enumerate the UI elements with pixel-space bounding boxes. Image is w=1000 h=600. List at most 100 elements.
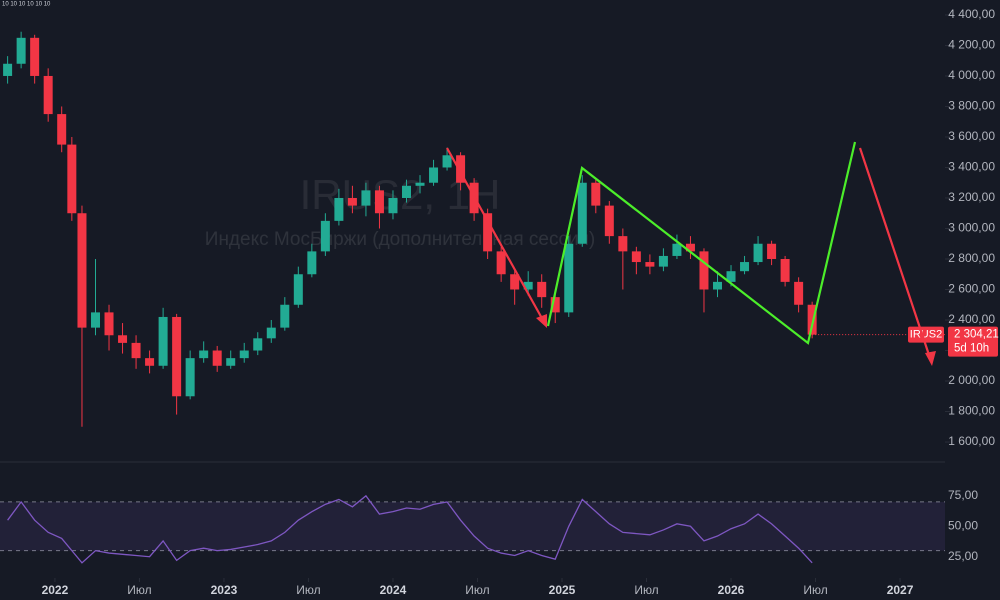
y-tick-label: 3 800,00 <box>948 99 995 113</box>
x-tick-label: 2022 <box>42 583 69 597</box>
x-tick-label: 2026 <box>718 583 745 597</box>
candle-body <box>537 281 547 298</box>
candle-body <box>753 243 763 263</box>
rsi-tick-label: 25,00 <box>948 549 978 563</box>
candle-body <box>172 316 182 397</box>
candle-body <box>631 251 641 263</box>
candle-body <box>740 262 750 272</box>
x-tick-label: Июл <box>803 583 827 597</box>
candle-body <box>374 190 384 214</box>
candle-body <box>523 281 533 290</box>
countdown: 5d 10h <box>954 343 989 355</box>
x-tick-label: 2023 <box>211 583 238 597</box>
candle-body <box>334 197 344 221</box>
rsi-band <box>0 501 945 551</box>
candle-body <box>43 75 53 115</box>
rsi-tick-label: 75,00 <box>948 488 978 502</box>
candle-body <box>415 182 425 186</box>
candle-body <box>807 304 817 335</box>
candle-body <box>604 205 614 237</box>
y-tick-label: 2 400,00 <box>948 312 995 326</box>
candle-body <box>442 155 452 168</box>
candle-body <box>658 255 668 267</box>
y-tick-label: 3 600,00 <box>948 129 995 143</box>
last-price-box <box>948 326 998 357</box>
candle-body <box>510 274 520 290</box>
y-tick-label: 4 400,00 <box>948 7 995 21</box>
candle-body <box>253 338 263 351</box>
candle-body <box>577 182 587 244</box>
candle-body <box>361 190 371 206</box>
candle-body <box>564 243 574 313</box>
y-tick-label: 4 200,00 <box>948 38 995 52</box>
y-tick-label: 3 400,00 <box>948 160 995 174</box>
candle-body <box>591 182 601 206</box>
y-tick-label: 3 000,00 <box>948 221 995 235</box>
candle-body <box>131 342 141 359</box>
candle-body <box>90 312 100 328</box>
candle-body <box>266 327 276 339</box>
candle-body <box>550 297 560 313</box>
rsi-line <box>7 494 813 564</box>
candle-body <box>280 304 290 328</box>
annotations <box>446 141 936 366</box>
projection-line <box>546 141 857 345</box>
candle-body <box>347 197 357 206</box>
candle-body <box>67 144 77 214</box>
candle-body <box>57 114 67 145</box>
arrow-head <box>925 351 936 366</box>
y-tick-label: 1 800,00 <box>948 404 995 418</box>
x-tick-label: 2024 <box>380 583 407 597</box>
candle-body <box>145 358 155 366</box>
y-tick-label: 3 200,00 <box>948 190 995 204</box>
candle-body <box>645 262 655 267</box>
candle-body <box>158 316 168 366</box>
candle-body <box>699 251 709 290</box>
plot: 1 600,001 800,002 000,002 200,002 400,00… <box>0 7 999 597</box>
candle-body <box>672 243 682 256</box>
arrow-head <box>536 314 547 328</box>
candle-body <box>767 243 777 259</box>
y-tick-label: 2 600,00 <box>948 282 995 296</box>
candle-body <box>30 37 40 76</box>
candle-body <box>118 335 128 343</box>
candle-body <box>185 358 195 397</box>
candle-body <box>226 358 236 366</box>
last-price-label: 2 304,21 <box>954 329 999 341</box>
x-tick-label: Июл <box>127 583 151 597</box>
x-tick-label: Июл <box>634 583 658 597</box>
x-tick-label: 2027 <box>887 583 914 597</box>
symbol-badge-box <box>908 326 944 343</box>
candle-body <box>618 236 628 252</box>
candle-body <box>307 251 317 275</box>
candle-body <box>199 350 209 359</box>
candle-body <box>712 281 722 290</box>
trend-arrow <box>446 147 545 323</box>
candle-body <box>685 243 695 252</box>
candle-body <box>429 167 439 183</box>
y-tick-label: 2 800,00 <box>948 251 995 265</box>
symbol-badge: IRUS2 <box>910 329 942 341</box>
candle-body <box>16 37 26 64</box>
candle-body <box>726 271 736 282</box>
candle-body <box>104 312 114 336</box>
candle-body <box>239 350 249 359</box>
x-tick-label: Июл <box>296 583 320 597</box>
candle-body <box>780 258 790 282</box>
candle-body <box>456 155 466 183</box>
candle-body <box>794 281 804 305</box>
rsi-tick-label: 50,00 <box>948 518 978 532</box>
candle-body <box>401 185 411 198</box>
candle-body <box>77 213 87 328</box>
y-tick-label: 1 600,00 <box>948 434 995 448</box>
candle-body <box>496 251 506 275</box>
candle-body <box>3 63 13 76</box>
candle-body <box>293 274 303 305</box>
y-tick-label: 2 000,00 <box>948 373 995 387</box>
x-tick-label: 2025 <box>549 583 576 597</box>
candle-body <box>483 213 493 252</box>
y-tick-label: 4 000,00 <box>948 68 995 82</box>
candle-body <box>320 220 330 252</box>
